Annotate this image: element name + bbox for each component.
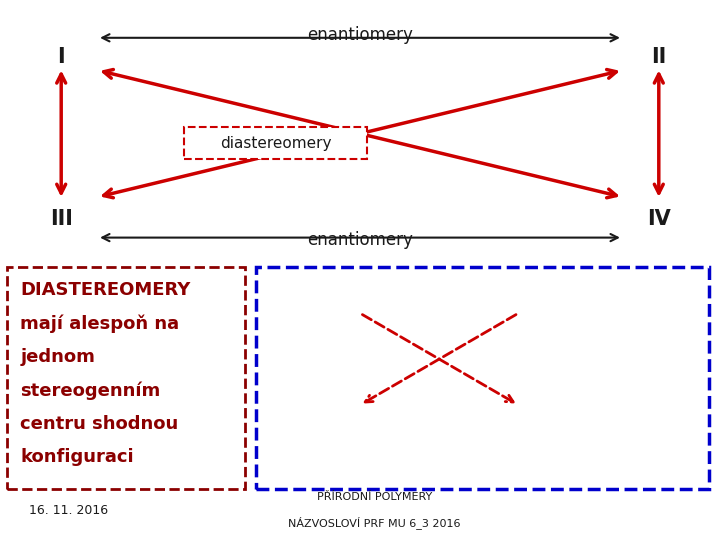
Text: diastereomery: diastereomery xyxy=(220,136,331,151)
Text: DIASTEREOMERY: DIASTEREOMERY xyxy=(20,281,191,299)
Text: IV: IV xyxy=(647,208,670,229)
Text: III: III xyxy=(50,208,73,229)
Text: mají alespoň na: mají alespoň na xyxy=(20,314,179,333)
Text: PŘÍRODNÍ POLYMERY: PŘÍRODNÍ POLYMERY xyxy=(317,492,432,502)
Text: enantiomery: enantiomery xyxy=(307,26,413,44)
FancyArrowPatch shape xyxy=(57,74,66,193)
Text: enantiomery: enantiomery xyxy=(307,231,413,249)
Text: konfiguraci: konfiguraci xyxy=(20,448,134,466)
FancyArrowPatch shape xyxy=(654,74,663,193)
Bar xyxy=(256,267,709,489)
FancyArrowPatch shape xyxy=(102,234,618,241)
Text: I: I xyxy=(58,46,65,67)
Text: centru shodnou: centru shodnou xyxy=(20,415,179,433)
Bar xyxy=(7,267,245,489)
Text: stereogenním: stereogenním xyxy=(20,381,161,400)
FancyArrowPatch shape xyxy=(104,70,616,198)
Text: NÁZVOSLOVÍ PRF MU 6_3 2016: NÁZVOSLOVÍ PRF MU 6_3 2016 xyxy=(288,516,461,529)
FancyArrowPatch shape xyxy=(104,70,616,198)
FancyArrowPatch shape xyxy=(362,315,513,402)
Text: jednom: jednom xyxy=(20,348,95,366)
FancyArrowPatch shape xyxy=(102,34,618,42)
Text: II: II xyxy=(651,46,667,67)
Bar xyxy=(184,127,367,159)
FancyArrowPatch shape xyxy=(365,315,516,402)
Text: 16. 11. 2016: 16. 11. 2016 xyxy=(29,504,108,517)
